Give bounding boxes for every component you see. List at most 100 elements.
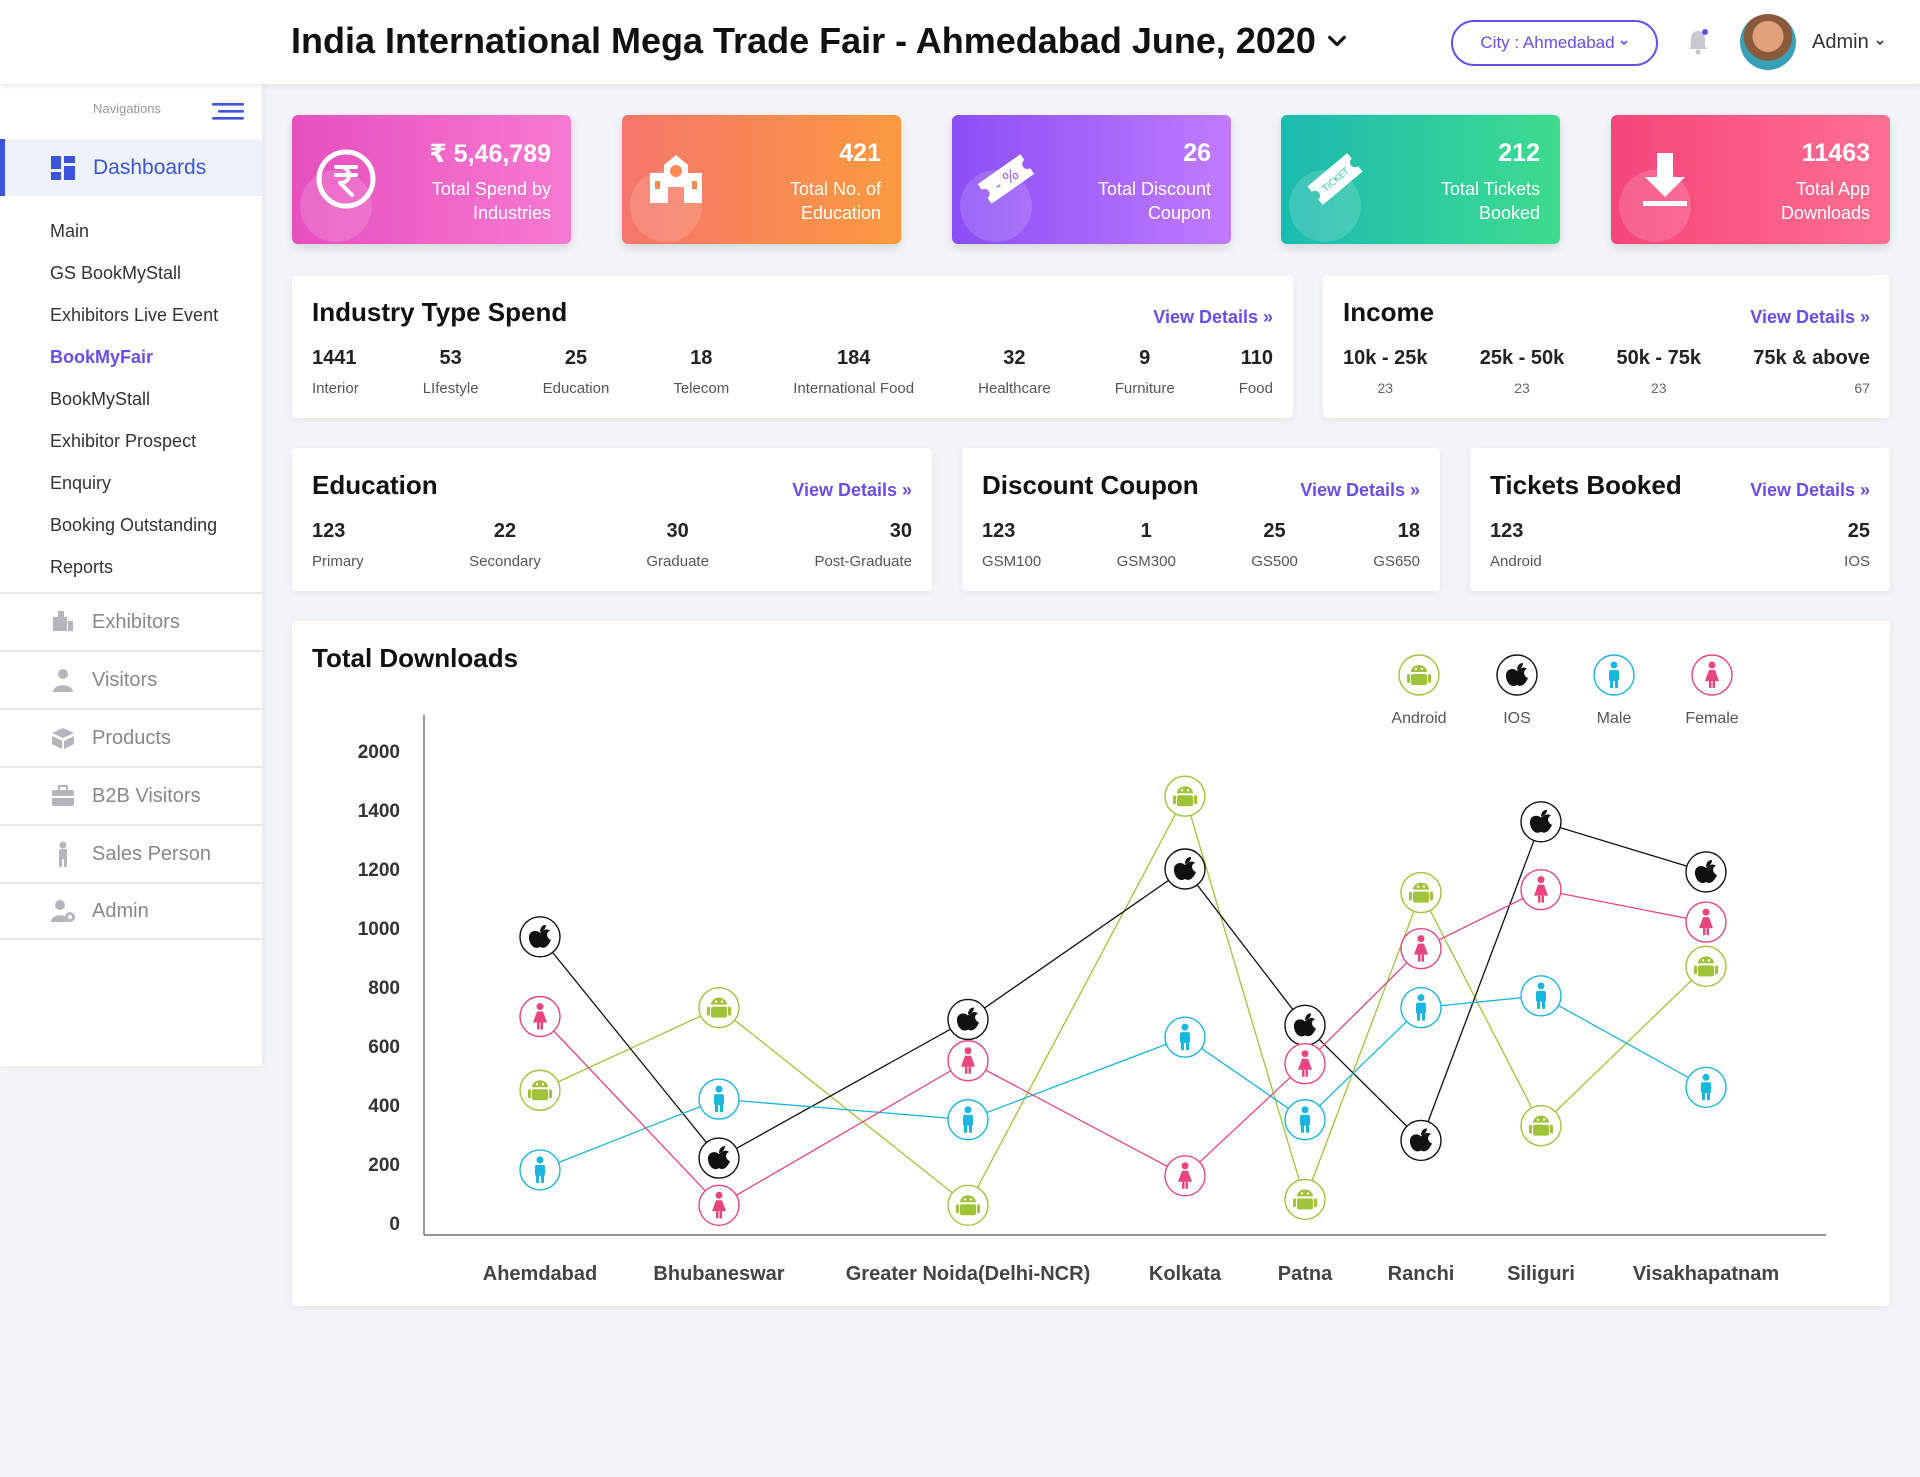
metric-label: Furniture [1114, 380, 1175, 397]
data-point-android[interactable] [1685, 945, 1727, 988]
data-point-ios[interactable] [1685, 851, 1727, 893]
sidebar-item-visitors[interactable]: Visitors [0, 650, 262, 708]
tickets-booked-card: Tickets Booked View Details » 123 Android 25… [1470, 448, 1890, 591]
metric-value: 1 [1140, 520, 1152, 542]
stat-value: 421 [839, 139, 881, 167]
data-point-male[interactable] [1164, 1016, 1206, 1058]
data-point-female[interactable] [1164, 1155, 1206, 1197]
sidebar-item-label: Exhibitors [92, 610, 180, 633]
data-point-android[interactable] [519, 1069, 561, 1111]
hamburger-menu-icon[interactable] [212, 101, 244, 121]
notification-bell-icon[interactable] [1686, 28, 1710, 56]
data-point-female[interactable] [1685, 901, 1727, 943]
x-tick-label: Siliguri [1507, 1263, 1575, 1285]
metric-row: 1441 Interior 53 LIfestyle 25 Education 18 Tele… [312, 347, 1273, 397]
data-point-android[interactable] [947, 1184, 989, 1226]
metric-label: Primary [312, 553, 364, 570]
data-point-ios[interactable] [947, 998, 989, 1041]
data-point-ios[interactable] [1520, 801, 1562, 843]
view-details-link[interactable]: View Details » [1300, 480, 1420, 500]
legend-item-male[interactable]: Male [1593, 654, 1635, 727]
data-point-female[interactable] [1520, 868, 1562, 911]
legend-item-ios[interactable]: IOS [1496, 654, 1538, 727]
metric-item: 30 Post-Graduate [814, 520, 912, 570]
metric-value: 75k & above [1753, 347, 1870, 369]
sidebar-subitem-booking-outstanding[interactable]: Booking Outstanding [50, 515, 218, 535]
city-label: City : Ahmedabad [1480, 33, 1615, 52]
y-tick-label: 800 [368, 978, 400, 999]
legend-item-android[interactable]: Android [1391, 654, 1447, 727]
data-point-male[interactable] [947, 1099, 989, 1141]
view-details-link[interactable]: View Details » [1153, 307, 1273, 327]
metric-item: 25 GS500 [1251, 520, 1298, 570]
avatar[interactable] [1740, 14, 1796, 70]
sidebar-item-sales-person[interactable]: Sales Person [0, 824, 262, 882]
stat-card-2[interactable]: 421 Total No. of Education [622, 115, 901, 244]
industry-spend-card: Industry Type Spend View Details » 1441 Int… [292, 275, 1293, 418]
metric-item: 1 GSM300 [1117, 520, 1176, 570]
metric-item: 25 IOS [1844, 520, 1870, 570]
stat-value: 11463 [1801, 139, 1870, 167]
series-line-female [539, 888, 1707, 1207]
data-point-android[interactable] [1520, 1104, 1562, 1147]
metric-label: Graduate [646, 553, 709, 570]
series-line-android [539, 794, 1707, 1207]
data-point-ios[interactable] [519, 916, 561, 958]
data-point-male[interactable] [1685, 1066, 1727, 1108]
data-point-male[interactable] [698, 1078, 740, 1120]
sidebar-subitem-gs-bookmystall[interactable]: GS BookMyStall [50, 263, 182, 283]
sidebar-subitem-reports[interactable]: Reports [50, 557, 114, 577]
data-point-female[interactable] [1284, 1043, 1326, 1085]
data-point-ios[interactable] [698, 1137, 740, 1179]
metric-item: 18 GS650 [1373, 520, 1420, 570]
data-point-female[interactable] [519, 995, 561, 1038]
data-point-ios[interactable] [1284, 1004, 1326, 1047]
data-point-male[interactable] [1284, 1099, 1326, 1141]
data-point-female[interactable] [947, 1040, 989, 1082]
view-details-link[interactable]: View Details » [1750, 480, 1870, 500]
sidebar-item-products[interactable]: Products [0, 708, 262, 766]
stat-card-5[interactable]: 11463 Total App Downloads [1611, 115, 1890, 244]
city-select[interactable]: City : Ahmedabad [1451, 20, 1658, 66]
sidebar-subitem-exhibitor-prospect[interactable]: Exhibitor Prospect [50, 431, 197, 451]
sidebar-item-dashboards[interactable]: Dashboards [0, 139, 262, 196]
user-menu[interactable]: Admin [1812, 31, 1885, 54]
data-point-android[interactable] [1164, 775, 1206, 817]
data-point-android[interactable] [698, 986, 740, 1029]
stat-label: Total Spend by Industries [431, 179, 551, 223]
stat-card-4[interactable]: TICKET 212 Total Tickets Booked [1281, 115, 1560, 244]
metric-value: 18 [1397, 520, 1420, 542]
sidebar-item-exhibitors[interactable]: Exhibitors [0, 592, 262, 650]
data-point-female[interactable] [1400, 927, 1442, 970]
data-point-male[interactable] [1400, 986, 1442, 1029]
metric-value: 30 [889, 520, 912, 542]
legend-item-female[interactable]: Female [1685, 654, 1739, 727]
sidebar-item-label: Dashboards [93, 155, 207, 179]
data-point-android[interactable] [1284, 1178, 1326, 1221]
sidebar-subitem-bookmyfair[interactable]: BookMyFair [50, 347, 154, 367]
data-point-female[interactable] [698, 1184, 740, 1226]
data-point-ios[interactable] [1164, 848, 1206, 890]
sidebar-item-admin[interactable]: Admin [0, 882, 262, 940]
sidebar-subitem-bookmystall[interactable]: BookMyStall [50, 389, 151, 409]
data-point-male[interactable] [519, 1149, 561, 1191]
metric-label: Food [1238, 380, 1273, 397]
dashboard-icon [51, 155, 75, 180]
page-title: India International Mega Trade Fair - Ah… [291, 20, 1316, 61]
stat-card-3[interactable]: - % 26 Total Discount Coupon [952, 115, 1231, 244]
view-details-link[interactable]: View Details » [792, 480, 912, 500]
data-point-male[interactable] [1520, 975, 1562, 1017]
data-point-ios[interactable] [1400, 1119, 1442, 1162]
stat-card-1[interactable]: ₹ 5,46,789 Total Spend by Industries [292, 115, 571, 244]
sidebar-subitem-main[interactable]: Main [50, 221, 90, 241]
sidebar-item-b2b-visitors[interactable]: B2B Visitors [0, 766, 262, 824]
data-point-android[interactable] [1400, 871, 1442, 914]
event-title-dropdown[interactable]: India International Mega Trade Fair - Ah… [291, 20, 1348, 62]
metric-label: 23 [1514, 380, 1530, 396]
metric-row: 123 GSM100 1 GSM300 25 GS500 18 GS650 [982, 520, 1420, 570]
view-details-link[interactable]: View Details » [1750, 307, 1870, 327]
sidebar-subitem-enquiry[interactable]: Enquiry [50, 473, 112, 493]
education-card: Education View Details » 123 Primary 22 Secon… [292, 448, 932, 591]
sidebar-subitem-exhibitors-live-event[interactable]: Exhibitors Live Event [50, 305, 219, 325]
income-card: Income View Details » 10k - 25k 23 25k - 50k… [1323, 275, 1890, 418]
